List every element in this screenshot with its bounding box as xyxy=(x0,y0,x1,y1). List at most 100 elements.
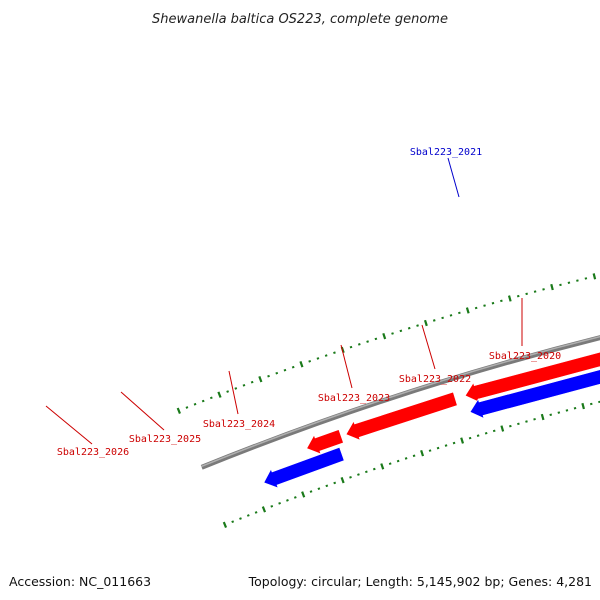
major-tick xyxy=(222,521,228,529)
minor-tick xyxy=(239,517,242,520)
major-tick xyxy=(550,283,554,291)
minor-tick xyxy=(372,467,376,471)
minor-tick xyxy=(399,329,403,333)
minor-tick xyxy=(357,473,360,476)
minor-tick xyxy=(407,326,411,330)
genome-backbone xyxy=(200,335,600,470)
gene-label: Sbal223_2026 xyxy=(57,447,129,458)
minor-tick xyxy=(533,418,536,421)
label-leader-lines xyxy=(45,157,523,445)
minor-tick xyxy=(391,332,394,335)
minor-tick xyxy=(270,505,274,508)
minor-tick xyxy=(492,429,496,433)
minor-tick xyxy=(516,294,520,298)
minor-tick xyxy=(267,374,270,378)
minor-tick xyxy=(317,487,321,490)
minor-tick xyxy=(349,345,353,349)
minor-tick xyxy=(364,470,368,474)
major-tick xyxy=(301,491,306,498)
major-tick xyxy=(299,361,304,368)
minor-tick xyxy=(436,446,440,450)
minor-tick xyxy=(428,449,432,452)
major-tick xyxy=(540,413,545,421)
minor-tick xyxy=(185,406,189,409)
minor-tick xyxy=(209,396,213,400)
minor-tick xyxy=(474,306,478,310)
major-tick xyxy=(382,332,387,340)
minor-tick xyxy=(193,402,197,406)
label-leader xyxy=(421,324,436,370)
major-tick xyxy=(261,506,267,513)
major-tick xyxy=(507,295,512,302)
minor-tick xyxy=(246,514,250,517)
minor-tick xyxy=(226,390,230,393)
minor-tick xyxy=(441,316,444,320)
gene-arrow-sbal223-2026 xyxy=(345,391,458,441)
minor-tick xyxy=(483,304,486,307)
minor-tick xyxy=(374,337,378,341)
minor-tick xyxy=(333,481,337,485)
minor-tick xyxy=(201,399,205,403)
label-leader xyxy=(45,405,93,445)
minor-tick xyxy=(444,444,448,447)
minor-tick xyxy=(491,301,495,305)
label-leader xyxy=(228,370,239,415)
gene-label: Sbal223_2022 xyxy=(399,374,471,385)
major-tick xyxy=(258,375,263,383)
gene-label: Sbal223_2024 xyxy=(203,419,275,430)
minor-tick xyxy=(357,343,361,346)
minor-tick xyxy=(509,424,512,428)
minor-tick xyxy=(565,409,569,412)
major-tick xyxy=(217,391,222,398)
backbone-highlight xyxy=(201,336,600,468)
minor-tick xyxy=(416,324,419,327)
minor-tick xyxy=(542,288,545,291)
major-tick xyxy=(176,407,181,414)
major-tick xyxy=(500,425,505,432)
minor-tick xyxy=(396,459,400,463)
minor-tick xyxy=(308,360,312,363)
gene-features xyxy=(263,351,600,489)
label-leader xyxy=(340,344,353,389)
minor-tick xyxy=(557,411,561,414)
minor-tick xyxy=(388,462,392,466)
minor-tick xyxy=(293,496,297,499)
gene-label: Sbal223_2025 xyxy=(129,434,201,445)
minor-tick xyxy=(573,406,577,410)
inner-tick-ring xyxy=(222,400,600,529)
minor-tick xyxy=(316,357,320,360)
minor-tick xyxy=(449,314,453,317)
gene-label: Sbal223_2020 xyxy=(489,351,561,362)
label-leader xyxy=(447,157,460,198)
minor-tick xyxy=(476,434,480,437)
label-leader xyxy=(120,391,165,431)
minor-tick xyxy=(349,476,352,479)
minor-tick xyxy=(500,299,503,303)
topology-text: Topology: circular; Length: 5,145,902 bp… xyxy=(248,574,592,589)
outer-tick-ring xyxy=(176,273,597,414)
accession-text: Accession: NC_011663 xyxy=(9,574,152,589)
gene-arrow xyxy=(263,446,345,489)
map-title: Shewanella baltica OS223, complete genom… xyxy=(152,12,448,27)
minor-tick xyxy=(404,457,408,460)
minor-tick xyxy=(278,502,281,505)
minor-tick xyxy=(291,365,295,369)
minor-tick xyxy=(333,351,336,355)
minor-tick xyxy=(254,511,258,514)
gene-arrow xyxy=(306,429,344,455)
minor-tick xyxy=(309,490,313,493)
minor-tick xyxy=(242,383,246,387)
minor-tick xyxy=(458,311,461,315)
minor-tick xyxy=(366,340,369,343)
major-tick xyxy=(423,319,428,327)
major-tick xyxy=(380,463,385,470)
gene-labels: Sbal223_2021 Sbal223_2020 Sbal223_2022 Sbal… xyxy=(57,147,561,458)
minor-tick xyxy=(549,413,553,417)
gene-label: Sbal223_2021 xyxy=(410,147,482,158)
minor-tick xyxy=(517,422,520,426)
gene-arrow-sbal223-2025-inner xyxy=(469,369,600,419)
minor-tick xyxy=(589,402,593,406)
minor-tick xyxy=(231,520,235,524)
minor-tick xyxy=(286,499,289,502)
